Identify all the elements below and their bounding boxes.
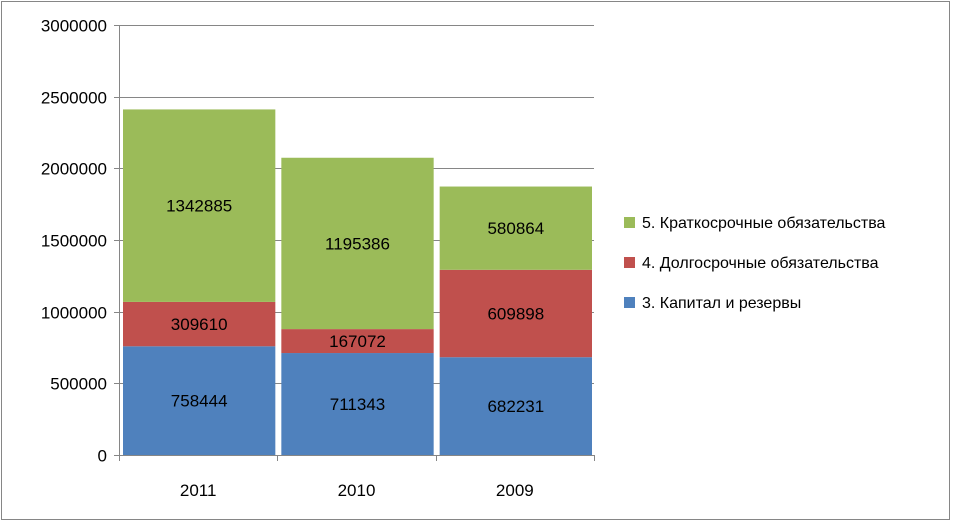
legend-label: 5. Краткосрочные обязательства: [642, 215, 886, 232]
y-tick-label: 1500000: [41, 232, 107, 251]
y-tick-label: 2000000: [41, 160, 107, 179]
legend-label: 4. Долгосрочные обязательства: [642, 255, 879, 272]
data-label: 1195386: [325, 234, 390, 253]
y-tick-label: 3000000: [41, 17, 107, 36]
data-labels: 758444 309610 1342885 711343 167072 1195386 68…: [166, 197, 544, 416]
legend-swatch: [624, 217, 635, 228]
data-label: 711343: [330, 395, 385, 414]
bar-segment: [439, 186, 592, 270]
data-label: 309610: [171, 315, 228, 334]
bar-segment: [123, 346, 276, 455]
data-label: 682231: [487, 397, 544, 416]
bar-segment: [123, 301, 276, 347]
data-label: 609898: [487, 305, 544, 324]
y-tick-label: 0: [98, 447, 107, 466]
data-label: 167072: [329, 332, 386, 351]
legend-swatch: [624, 257, 635, 268]
x-tick-label: 2009: [496, 481, 534, 500]
bar-segment: [439, 269, 592, 358]
x-tick-labels: 2011 2010 2009: [180, 481, 534, 500]
x-tick-label: 2010: [338, 481, 376, 500]
legend-label: 3. Капитал и резервы: [642, 295, 801, 312]
legend-swatch: [624, 297, 635, 308]
data-label: 580864: [487, 219, 544, 238]
y-tick-label: 500000: [50, 375, 107, 394]
bar-segment: [439, 357, 592, 455]
bar-segment: [281, 353, 434, 455]
axes: [114, 25, 595, 461]
data-label: 1342885: [166, 197, 232, 216]
y-tick-label: 1000000: [41, 304, 107, 323]
bars: [123, 109, 592, 455]
y-tick-label: 2500000: [41, 89, 107, 108]
x-tick-label: 2011: [180, 481, 217, 500]
bar-segment: [281, 157, 434, 330]
bar-segment: [281, 329, 434, 354]
data-label: 758444: [171, 392, 228, 411]
y-tick-labels: 0 500000 1000000 1500000 2000000 2500000 30000…: [41, 17, 107, 466]
legend: 5. Краткосрочные обязательства 4. Долгоср…: [624, 215, 886, 312]
bar-segment: [123, 109, 276, 302]
